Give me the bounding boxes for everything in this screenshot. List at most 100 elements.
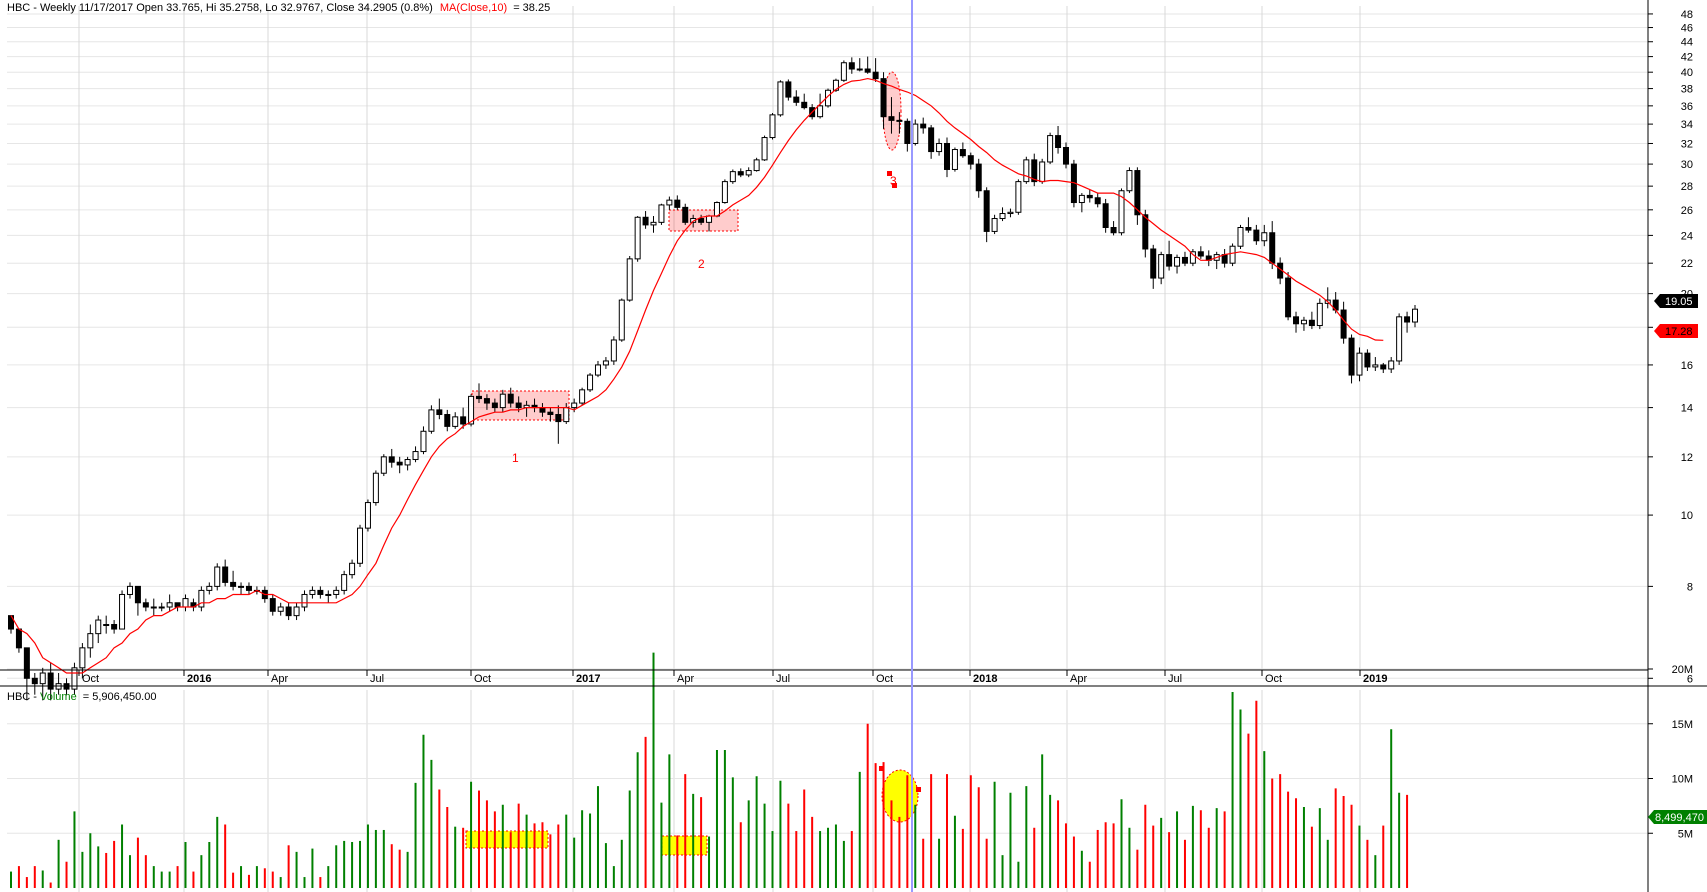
price-tick-label: 36	[1681, 101, 1693, 113]
candle-body	[309, 589, 316, 595]
candle	[388, 448, 395, 468]
candle	[1039, 158, 1046, 184]
candle	[396, 456, 403, 474]
candle	[666, 196, 673, 210]
candle	[1174, 254, 1181, 274]
price-tick-label: 42	[1681, 52, 1693, 64]
candle	[1245, 217, 1252, 233]
price-tick-label: 10	[1681, 510, 1693, 522]
candle	[119, 590, 126, 630]
candlesticks	[8, 56, 1418, 701]
candle	[602, 357, 609, 369]
volume-header-label: Volume	[40, 691, 77, 703]
candle	[634, 216, 641, 262]
candle	[674, 195, 681, 210]
candle	[1126, 167, 1133, 194]
candle	[341, 570, 348, 595]
annotation-mark3-label: 3	[890, 174, 897, 188]
candle	[1229, 243, 1236, 267]
candle-body	[1086, 194, 1093, 199]
candle	[872, 58, 879, 82]
candle-body	[15, 628, 22, 649]
candle	[864, 56, 871, 74]
candle-body	[1340, 309, 1347, 339]
candle	[245, 582, 252, 595]
price-tick-label: 14	[1681, 403, 1693, 415]
candle	[626, 256, 633, 302]
candle	[71, 662, 78, 695]
candle-body	[87, 633, 94, 649]
candle-body	[864, 68, 871, 73]
candle	[785, 79, 792, 101]
x-tick-label: 2019	[1363, 673, 1387, 685]
candle-body	[1078, 194, 1085, 204]
candle	[1031, 153, 1038, 187]
candle-body	[999, 213, 1006, 220]
volume-header-value: = 5,906,450.00	[83, 691, 157, 703]
candle-body	[126, 585, 133, 595]
candle	[364, 499, 371, 532]
candle-body	[753, 159, 760, 172]
candle	[1181, 251, 1188, 267]
candle	[555, 405, 562, 444]
candle-body	[1388, 360, 1395, 370]
price-tick-label: 32	[1681, 138, 1693, 150]
candle-body	[111, 624, 118, 630]
candle-body	[706, 215, 713, 223]
candle-body	[880, 78, 887, 118]
candle-body	[896, 119, 903, 122]
candle-body	[238, 585, 245, 588]
candle	[47, 662, 54, 701]
candle	[579, 387, 586, 406]
x-tick-label: Jul	[1168, 673, 1182, 685]
candle-body	[1348, 337, 1355, 376]
annotation-box2-label: 2	[698, 257, 705, 271]
candle-body	[507, 393, 514, 404]
axis-labels: 6810121416182022242628303234363840424446…	[78, 9, 1693, 840]
candle-body	[555, 414, 562, 423]
candle-body	[460, 416, 467, 425]
ma-badge: 17.28	[1654, 324, 1698, 338]
candle	[991, 214, 998, 235]
candle	[745, 167, 752, 178]
candle-body	[269, 598, 276, 612]
candle-body	[1007, 211, 1014, 215]
x-tick-label: Apr	[271, 673, 288, 685]
candle	[1150, 244, 1157, 289]
candle-body	[1316, 302, 1323, 327]
candle-body	[959, 149, 966, 157]
candle	[269, 594, 276, 616]
candle-body	[1015, 181, 1022, 213]
candle-body	[95, 619, 102, 635]
candle	[793, 90, 800, 106]
candle	[769, 113, 776, 140]
candle-body	[23, 647, 30, 679]
candle-body	[1197, 251, 1204, 257]
candle	[1364, 349, 1371, 371]
price-header: HBC - Weekly 11/17/2017 Open 33.765, Hi …	[7, 2, 550, 14]
candle-body	[1181, 256, 1188, 264]
candle-body	[214, 566, 221, 587]
candle-body	[333, 589, 340, 595]
moving-average	[10, 77, 1384, 674]
candle-body	[1380, 364, 1387, 370]
candle	[483, 394, 490, 410]
candle	[1253, 224, 1260, 245]
candle	[547, 407, 554, 422]
candle-body	[1102, 203, 1109, 229]
candle	[594, 360, 601, 378]
candle-body	[206, 585, 213, 591]
volume-tick-label: 15M	[1672, 719, 1693, 731]
candle	[444, 409, 451, 432]
marker-square	[916, 787, 921, 792]
candle-body	[571, 402, 578, 409]
candle-body	[380, 456, 387, 474]
candle	[618, 298, 625, 342]
candle-body	[166, 602, 173, 608]
candle-body	[1094, 197, 1101, 205]
candle-body	[912, 123, 919, 144]
candle-body	[428, 409, 435, 432]
candle-body	[499, 393, 506, 409]
volume-badge-text: 8,499,470	[1655, 812, 1704, 824]
x-tick-label: Oct	[1265, 673, 1282, 685]
